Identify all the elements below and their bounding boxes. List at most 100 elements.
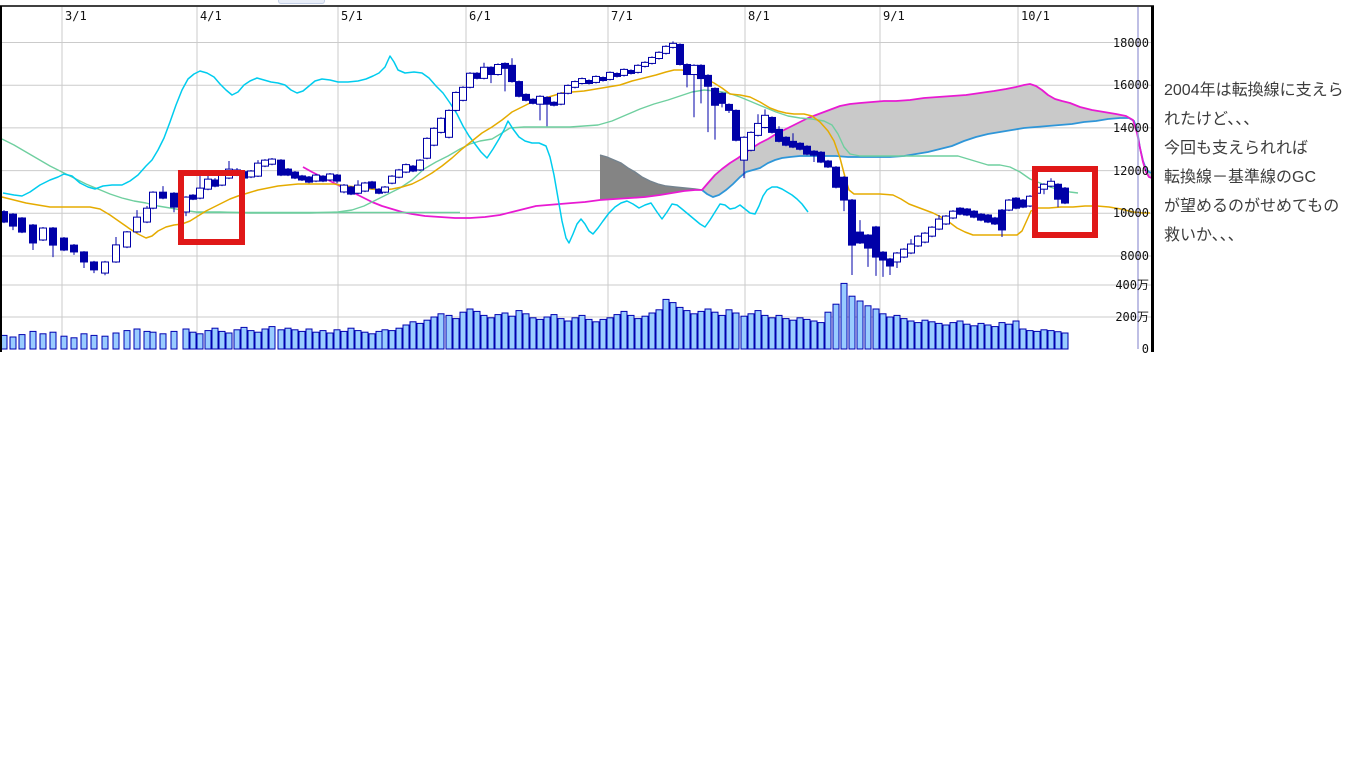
candle-body bbox=[789, 140, 797, 148]
candle-body bbox=[893, 252, 901, 263]
volume-bar bbox=[473, 310, 481, 350]
volume-bar bbox=[508, 315, 516, 350]
volume-bar bbox=[592, 321, 600, 350]
candle-body bbox=[817, 151, 825, 163]
volume-bar bbox=[641, 315, 649, 350]
volume-bar bbox=[459, 311, 467, 350]
volume-bar bbox=[361, 331, 369, 350]
price-axis-label: 16000 bbox=[1112, 78, 1149, 93]
volume-bar bbox=[803, 318, 811, 350]
candle-body bbox=[571, 81, 579, 88]
candle-body bbox=[977, 213, 985, 221]
volume-bar bbox=[711, 311, 719, 350]
candle-body bbox=[747, 131, 755, 151]
volume-bar bbox=[1054, 331, 1062, 350]
candle-body bbox=[305, 176, 313, 183]
candle-body bbox=[80, 251, 88, 263]
volume-bar bbox=[564, 320, 572, 350]
candle-body bbox=[170, 192, 178, 208]
candle-body bbox=[204, 178, 212, 190]
volume-bar bbox=[740, 315, 748, 350]
chart-border-left bbox=[0, 6, 2, 352]
candle-body bbox=[592, 75, 600, 83]
volume-bar bbox=[1012, 320, 1020, 350]
volume-bar bbox=[1019, 328, 1027, 350]
volume-bar bbox=[536, 318, 544, 350]
annotation-line: 転換線－基準線のGC bbox=[1164, 169, 1317, 186]
candle-body bbox=[416, 159, 424, 171]
candle-body bbox=[900, 248, 908, 258]
candle-body bbox=[143, 207, 151, 223]
volume-bar bbox=[409, 321, 417, 350]
highlight-rectangle bbox=[1032, 166, 1098, 238]
volume-bar bbox=[789, 319, 797, 350]
candle-body bbox=[1040, 183, 1048, 190]
candle-body bbox=[123, 231, 131, 248]
annotation-line: が望めるのがせめてもの bbox=[1164, 198, 1340, 215]
volume-bar bbox=[725, 309, 733, 350]
volume-bar bbox=[998, 322, 1006, 350]
candle-body bbox=[388, 175, 396, 184]
volume-bar bbox=[683, 310, 691, 350]
date-label: 6/1 bbox=[469, 9, 491, 23]
volume-bar bbox=[550, 314, 558, 350]
volume-bar bbox=[218, 330, 226, 350]
volume-bar bbox=[204, 330, 212, 350]
volume-bar bbox=[928, 321, 936, 350]
candle-body bbox=[381, 186, 389, 193]
volume-bar bbox=[159, 333, 167, 350]
candle-body bbox=[578, 78, 586, 84]
candle-body bbox=[319, 175, 327, 182]
candle-body bbox=[90, 261, 98, 271]
candle-body bbox=[690, 64, 698, 76]
date-label: 9/1 bbox=[883, 9, 905, 23]
volume-bar bbox=[942, 324, 950, 350]
volume-bar bbox=[856, 300, 864, 350]
volume-bar bbox=[977, 322, 985, 350]
volume-bar bbox=[29, 330, 37, 350]
volume-bar bbox=[1033, 330, 1041, 350]
candle-body bbox=[1005, 199, 1013, 211]
volume-bar bbox=[445, 314, 453, 350]
volume-bar bbox=[676, 306, 684, 350]
candle-body bbox=[466, 72, 474, 88]
volume-bar bbox=[423, 319, 431, 350]
volume-bar bbox=[182, 328, 190, 350]
candle-body bbox=[368, 181, 376, 189]
volume-bar bbox=[669, 302, 677, 350]
candle-body bbox=[963, 208, 971, 216]
volume-bar bbox=[501, 312, 509, 350]
candle-body bbox=[1061, 187, 1069, 204]
candle-body bbox=[347, 186, 355, 195]
candle-body bbox=[676, 43, 684, 65]
candle-body bbox=[768, 116, 776, 133]
volume-bar bbox=[291, 329, 299, 350]
candle-body bbox=[564, 84, 572, 94]
candle-body bbox=[662, 45, 670, 54]
volume-bar bbox=[1005, 323, 1013, 350]
candle-body bbox=[725, 103, 733, 111]
candle-body bbox=[268, 158, 276, 165]
volume-bar bbox=[333, 329, 341, 350]
volume-bar bbox=[768, 317, 776, 350]
volume-bar bbox=[9, 336, 17, 350]
volume-bar bbox=[354, 330, 362, 350]
candle-body bbox=[522, 93, 530, 101]
candle-body bbox=[333, 174, 341, 182]
candle-body bbox=[942, 215, 950, 225]
volume-bar bbox=[970, 325, 978, 350]
volume-bar bbox=[754, 310, 762, 350]
volume-bar bbox=[747, 313, 755, 350]
volume-bar bbox=[402, 324, 410, 350]
candle-body bbox=[620, 68, 628, 76]
candle-body bbox=[480, 66, 488, 79]
candle-body bbox=[354, 184, 362, 194]
volume-bar bbox=[381, 329, 389, 350]
candle-body bbox=[445, 109, 453, 138]
volume-bar bbox=[80, 333, 88, 350]
candle-body bbox=[914, 235, 922, 247]
volume-bar bbox=[848, 295, 856, 350]
candle-body bbox=[254, 162, 262, 177]
volume-bar bbox=[1026, 330, 1034, 350]
